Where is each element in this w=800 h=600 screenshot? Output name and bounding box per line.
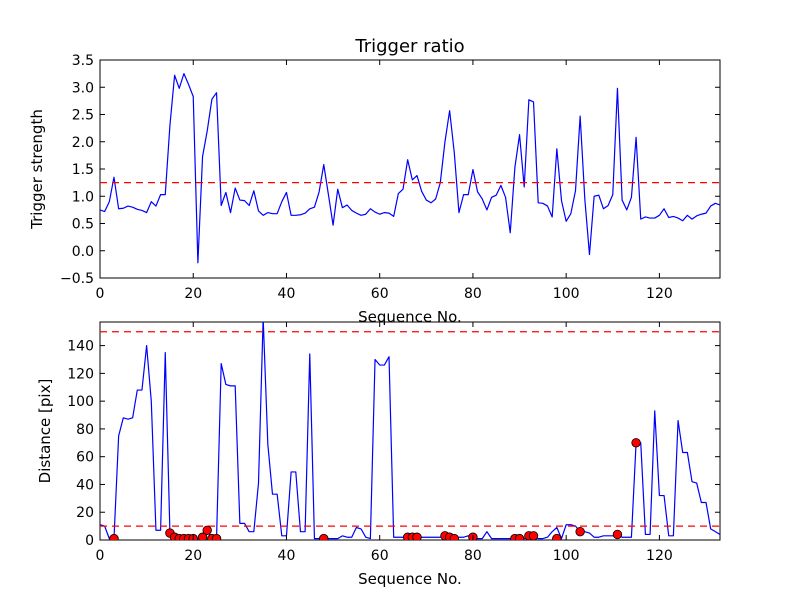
top-chart: Trigger ratio 0 20 40 60 80 100 120 −0.5 0.0 0.5 1… — [28, 36, 721, 326]
bottom-marker-23 — [552, 533, 562, 540]
bottom-marker-0 — [109, 533, 119, 540]
bottom-marker-24 — [575, 526, 585, 537]
top-x-tick-label-3: 60 — [371, 286, 389, 302]
bottom-y-tick-label-0: 0 — [85, 533, 94, 549]
top-series — [100, 73, 720, 264]
bottom-y-axis-label: Distance [pix] — [36, 379, 54, 484]
top-y-tick-label-4: 1.5 — [72, 162, 94, 178]
bottom-y-tick-label-5: 100 — [67, 394, 94, 410]
bottom-x-tick-label-3: 60 — [371, 548, 389, 564]
bottom-marker-14 — [412, 532, 422, 540]
bottom-x-axis-label: Sequence No. — [358, 570, 462, 588]
bottom-ticks: 0 20 40 60 80 100 120 0 20 40 60 80 100 120 140 — [67, 322, 720, 564]
top-data-line-0 — [100, 73, 720, 264]
bottom-y-tick-label-4: 80 — [76, 422, 94, 438]
bottom-chart: 0 20 40 60 80 100 120 0 20 40 60 80 100 120 140 Sequen… — [36, 321, 721, 588]
top-y-tick-label-7: 3.0 — [72, 80, 94, 96]
bottom-y-tick-label-2: 40 — [76, 477, 94, 493]
top-x-tick-label-0: 0 — [96, 286, 105, 302]
bottom-marker-11 — [319, 533, 329, 540]
top-y-tick-label-2: 0.5 — [72, 217, 94, 233]
bottom-marker-25 — [612, 529, 623, 540]
bottom-x-tick-label-4: 80 — [464, 548, 482, 564]
bottom-marker-17 — [449, 533, 459, 540]
bottom-y-tick-label-1: 20 — [76, 505, 94, 521]
top-ticks: 0 20 40 60 80 100 120 −0.5 0.0 0.5 1.0 1.5 2.0 2.5 3.0… — [60, 53, 720, 302]
bottom-y-tick-label-6: 120 — [67, 366, 94, 382]
top-x-tick-label-6: 120 — [646, 286, 673, 302]
top-x-tick-label-4: 80 — [464, 286, 482, 302]
bottom-x-tick-label-5: 100 — [553, 548, 580, 564]
top-x-tick-label-2: 40 — [278, 286, 296, 302]
top-chart-title: Trigger ratio — [354, 36, 464, 57]
top-y-axis-label: Trigger strength — [28, 109, 46, 230]
top-y-tick-label-3: 1.0 — [72, 189, 94, 205]
bottom-marker-10 — [211, 533, 222, 540]
bottom-x-tick-label-1: 20 — [184, 548, 202, 564]
bottom-series — [100, 322, 720, 540]
bottom-y-tick-label-7: 140 — [67, 339, 94, 355]
top-y-tick-label-0: −0.5 — [60, 271, 94, 287]
bottom-x-tick-label-0: 0 — [96, 548, 105, 564]
bottom-marker-20 — [514, 533, 525, 540]
top-y-tick-label-6: 2.5 — [72, 108, 94, 124]
bottom-marker-22 — [528, 531, 539, 540]
top-x-tick-label-5: 100 — [553, 286, 580, 302]
bottom-marker-8 — [202, 525, 212, 535]
top-x-axis-label: Sequence No. — [358, 308, 462, 326]
bottom-x-tick-label-6: 120 — [646, 548, 673, 564]
top-y-tick-label-8: 3.5 — [72, 53, 94, 69]
bottom-marker-7 — [197, 532, 208, 540]
top-x-tick-label-1: 20 — [184, 286, 202, 302]
top-y-tick-label-5: 2.0 — [72, 135, 94, 151]
top-y-tick-label-1: 0.0 — [72, 244, 94, 260]
bottom-x-tick-label-2: 40 — [278, 548, 296, 564]
bottom-y-tick-label-3: 60 — [76, 450, 94, 466]
bottom-marker-26 — [631, 438, 641, 448]
